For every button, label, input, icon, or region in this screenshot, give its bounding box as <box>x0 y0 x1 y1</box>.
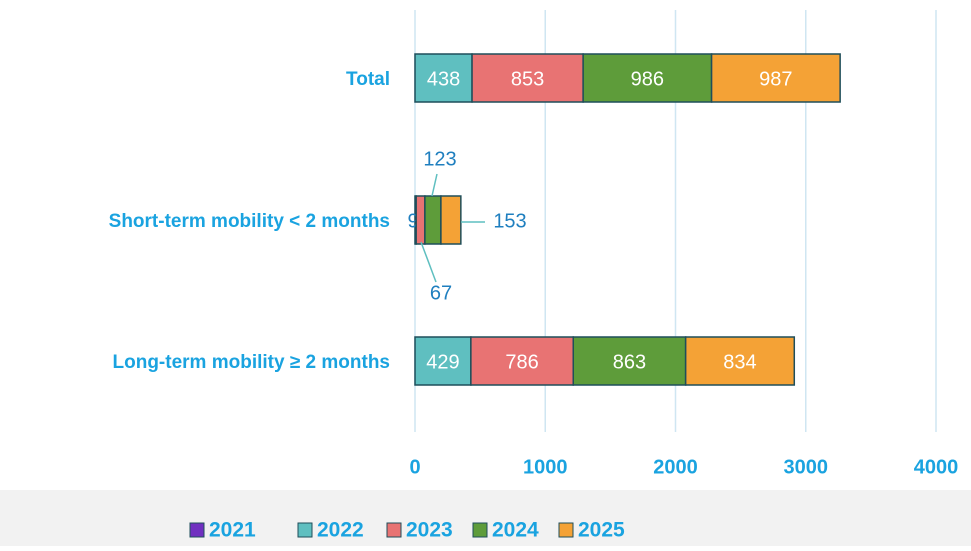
category-label: Long-term mobility ≥ 2 months <box>113 352 391 373</box>
legend-label: 2023 <box>406 519 453 542</box>
data-label: 987 <box>759 68 792 90</box>
bar-segment <box>415 195 426 245</box>
x-tick-label: 4000 <box>914 456 959 478</box>
bar-segment <box>471 53 584 103</box>
data-label: 438 <box>427 68 460 90</box>
category-label: Short-term mobility < 2 months <box>109 211 390 232</box>
x-tick-label: 2000 <box>653 456 698 478</box>
category-label: Total <box>346 69 390 90</box>
data-label: 9 <box>407 210 418 232</box>
bar-segment <box>684 336 796 386</box>
legend-label: 2025 <box>578 519 625 542</box>
legend-label: 2022 <box>317 519 364 542</box>
data-label: 153 <box>493 210 526 232</box>
legend-label: 2024 <box>492 519 539 542</box>
bar-segment <box>710 53 841 103</box>
x-tick-label: 1000 <box>523 456 568 478</box>
x-tick-label: 0 <box>409 456 420 478</box>
leader-line <box>420 241 437 283</box>
legend-background <box>0 490 971 546</box>
legend-swatch <box>297 522 313 538</box>
data-label: 429 <box>426 351 459 373</box>
legend-swatch <box>472 522 488 538</box>
legend-swatch <box>386 522 402 538</box>
bar-segment <box>572 336 687 386</box>
data-label: 986 <box>631 68 664 90</box>
legend-swatch <box>558 522 574 538</box>
bar-segment <box>424 195 442 245</box>
data-label: 853 <box>511 68 544 90</box>
data-label: 863 <box>613 351 646 373</box>
data-label: 786 <box>505 351 538 373</box>
leader-line <box>431 173 438 197</box>
bar-segment <box>470 336 575 386</box>
bar-segment <box>582 53 713 103</box>
data-label: 123 <box>423 148 456 170</box>
legend-swatch <box>189 522 205 538</box>
legend-label: 2021 <box>209 519 256 542</box>
bar-segment <box>440 195 462 245</box>
data-label: 67 <box>430 282 452 304</box>
data-label: 834 <box>723 351 756 373</box>
x-tick-label: 3000 <box>784 456 829 478</box>
